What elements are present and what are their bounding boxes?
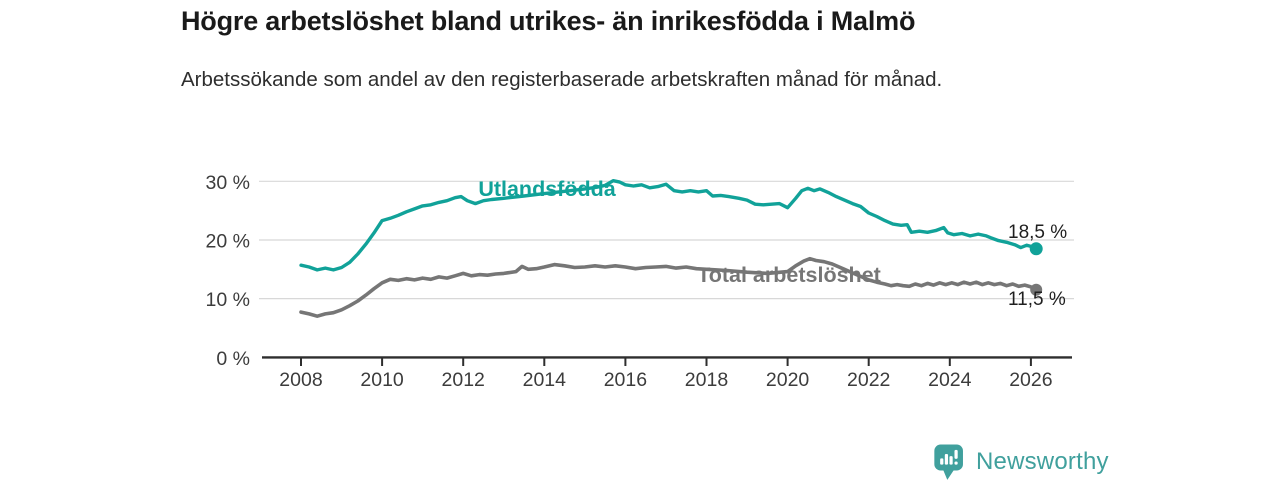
x-tick-label: 2014 (523, 369, 567, 391)
utlandsfodda-end-value-label: 18,5 % (1008, 222, 1067, 243)
bar-chart-speech-bubble-icon (934, 444, 963, 480)
y-tick-label: 30 % (206, 172, 250, 194)
total-arbetsloshet-end-value-label: 11,5 % (1008, 289, 1066, 310)
y-tick-label: 10 % (206, 289, 250, 311)
x-axis-tickmarks (300, 357, 1032, 366)
chart-subtitle: Arbetssökande som andel av den registerb… (181, 68, 943, 91)
utlandsfodda-series-label: Utlandsfödda (478, 177, 616, 201)
total-arbetsloshet-end-dot (1030, 283, 1043, 296)
chart-title: Högre arbetslöshet bland utrikes- än inr… (181, 6, 916, 36)
utlandsfodda-line (299, 178, 1038, 272)
y-axis-labels: 0 % 10 % 20 % 30 % (206, 172, 250, 370)
x-tick-label: 2026 (1009, 369, 1052, 391)
y-tick-label: 20 % (206, 231, 250, 253)
x-tick-label: 2022 (847, 369, 890, 391)
x-tick-label: 2018 (685, 369, 728, 391)
x-tick-label: 2020 (766, 369, 810, 391)
gridlines (259, 180, 1074, 300)
x-tick-label: 2016 (604, 369, 647, 391)
x-tick-label: 2010 (360, 369, 404, 391)
brand-name: Newsworthy (976, 448, 1109, 475)
x-tick-label: 2008 (279, 369, 322, 391)
total-arbetsloshet-series-label: Total arbetslöshet (697, 263, 881, 287)
newsworthy-logo: Newsworthy (933, 443, 1109, 480)
utlandsfodda-end-dot (1029, 242, 1043, 256)
x-axis-labels: 2008 2010 2012 2014 2016 2018 2020 2022 2024 2026 (279, 369, 1052, 391)
x-tick-label: 2012 (442, 369, 485, 391)
y-tick-label: 0 % (216, 348, 250, 370)
total-arbetsloshet-line (299, 256, 1038, 319)
x-tick-label: 2024 (928, 369, 972, 391)
